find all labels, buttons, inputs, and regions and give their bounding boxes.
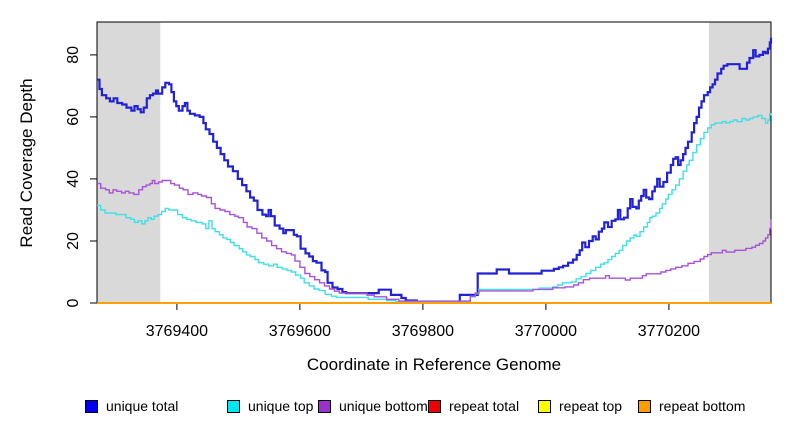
y-axis-tick-label: 20: [65, 232, 82, 250]
y-axis-tick-label: 0: [65, 298, 82, 307]
series-unique-total: [97, 37, 773, 303]
legend-label: repeat top: [559, 398, 623, 414]
legend-item-unique-bottom: unique bottom: [318, 396, 428, 416]
legend-item-repeat-bottom: repeat bottom: [638, 396, 745, 416]
plot-border: [96, 21, 772, 304]
legend-label: repeat total: [449, 398, 520, 414]
shaded-region: [97, 22, 161, 303]
y-axis-title: Read Coverage Depth: [17, 78, 36, 248]
legend-label: unique bottom: [339, 398, 428, 414]
legend-swatch-repeat-top: [538, 399, 551, 413]
legend-label: unique total: [106, 398, 179, 414]
series-unique-top: [97, 113, 772, 303]
legend-item-unique-total: unique total: [85, 396, 178, 416]
y-axis-tick-label: 40: [65, 170, 82, 188]
x-axis-tick-label: 3769600: [269, 323, 331, 340]
legend-swatch-unique-total: [85, 399, 98, 413]
legend: unique total unique top unique bottom repea…: [0, 396, 792, 420]
legend-label: unique top: [248, 398, 314, 414]
legend-swatch-unique-bottom: [318, 399, 331, 413]
legend-item-repeat-top: repeat top: [538, 396, 622, 416]
y-axis-tick-label: 60: [65, 108, 82, 126]
legend-swatch-repeat-bottom: [638, 399, 651, 413]
x-axis-tick-label: 3769400: [146, 323, 208, 340]
legend-swatch-repeat-total: [428, 399, 441, 413]
y-axis-tick-label: 80: [65, 46, 82, 64]
x-axis-tick-label: 3770000: [515, 323, 577, 340]
legend-label: repeat bottom: [659, 398, 746, 414]
x-axis-tick-label: 3770200: [638, 323, 700, 340]
series-unique-bottom: [97, 179, 772, 302]
legend-item-repeat-total: repeat total: [428, 396, 519, 416]
legend-swatch-unique-top: [227, 399, 240, 413]
x-axis-title: Coordinate in Reference Genome: [306, 355, 562, 374]
x-axis-tick-label: 3769800: [392, 323, 454, 340]
legend-item-unique-top: unique top: [227, 396, 313, 416]
